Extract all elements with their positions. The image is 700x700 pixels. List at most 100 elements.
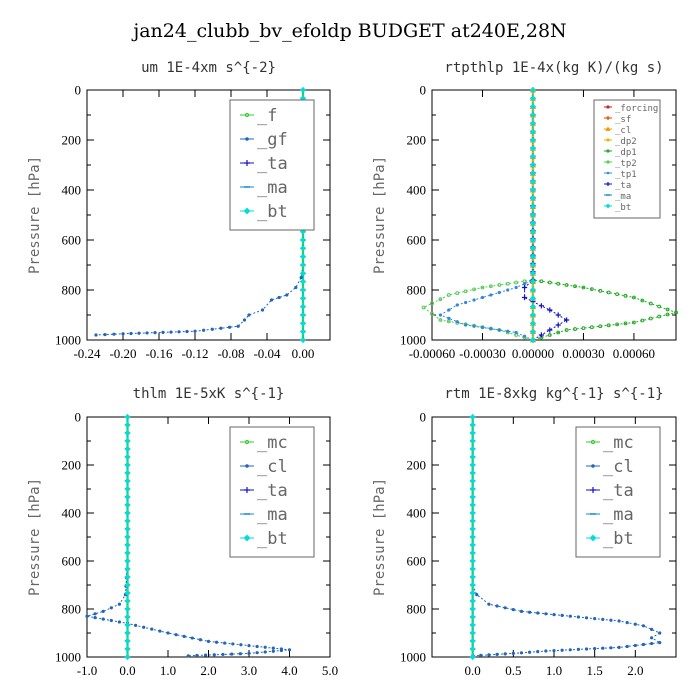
data-point (641, 624, 646, 628)
x-tick-label: 0.00 (292, 346, 315, 361)
data-point (555, 322, 561, 328)
data-point (674, 310, 678, 315)
data-point (124, 589, 131, 597)
data-point (547, 333, 552, 337)
data-point (469, 469, 476, 477)
data-point (186, 654, 190, 658)
data-point (544, 649, 548, 653)
data-point (536, 649, 540, 654)
data-point (455, 291, 460, 296)
data-point (94, 333, 98, 337)
data-point (124, 653, 131, 661)
data-point (137, 331, 141, 335)
data-point (236, 324, 240, 328)
data-point (514, 280, 519, 285)
legend-marker (606, 171, 610, 175)
data-point (469, 485, 476, 493)
data-point (469, 445, 476, 453)
data-point (124, 645, 131, 653)
legend-label: _tp2 (615, 159, 637, 169)
data-point (124, 429, 131, 437)
data-point (124, 581, 131, 589)
data-point (529, 295, 536, 302)
data-point (522, 334, 527, 338)
data-point (480, 285, 485, 290)
data-point (529, 161, 536, 169)
data-point (198, 638, 202, 642)
data-point (185, 329, 189, 334)
data-point (601, 646, 605, 650)
data-point (665, 312, 670, 317)
y-tick-label: 200 (407, 458, 427, 473)
legend-label: _bt (257, 202, 288, 222)
data-point (480, 325, 485, 330)
legend-marker (605, 126, 611, 131)
data-point (294, 285, 298, 290)
x-tick-label: -0.04 (253, 346, 281, 361)
data-point (299, 286, 307, 294)
data-point (121, 332, 125, 336)
legend-label: _bt (257, 529, 288, 549)
x-tick-label: 0.00060 (613, 346, 655, 361)
legend-label: _ma (257, 505, 288, 525)
chart-panel-2: rtpthlp 1E-4x(kg K)/(kg s) Pressure [hPa]… (372, 60, 678, 361)
y-tick-label: 400 (407, 183, 427, 198)
data-point (521, 294, 528, 301)
data-point (649, 636, 654, 640)
legend-marker (244, 439, 250, 445)
data-point (568, 614, 572, 618)
data-point (593, 646, 597, 651)
series-line (439, 90, 534, 341)
data-point (529, 320, 536, 327)
data-point (665, 307, 670, 312)
data-point (263, 650, 267, 654)
data-point (632, 295, 636, 300)
y-tick-label: 800 (62, 602, 82, 617)
legend-label: _ta (603, 481, 634, 501)
x-tick-label: 3.0 (241, 663, 257, 678)
data-point (529, 103, 536, 110)
data-point (649, 641, 654, 646)
data-point (469, 597, 476, 605)
data-point (657, 314, 662, 319)
data-point (529, 136, 536, 144)
data-point (617, 645, 621, 650)
x-tick-label: 4.0 (281, 663, 297, 678)
data-point (469, 653, 476, 661)
data-point (527, 610, 532, 614)
legend-marker (606, 116, 610, 120)
data-point (529, 336, 536, 344)
data-point (529, 86, 536, 94)
data-point (299, 295, 307, 302)
data-point (238, 652, 242, 656)
data-point (227, 325, 232, 329)
legend-marker (245, 137, 249, 141)
x-tick-label: 2.0 (627, 663, 643, 678)
data-point (529, 153, 536, 160)
data-point (166, 631, 170, 635)
data-point (446, 293, 451, 297)
data-point (153, 331, 157, 335)
legend-label: _dp2 (615, 137, 637, 147)
data-point (560, 613, 564, 618)
legend-box (575, 426, 661, 558)
data-point (206, 639, 211, 644)
data-point (556, 330, 561, 335)
legend-label: _ta (615, 181, 631, 191)
legend-label: _mc (257, 433, 288, 453)
x-tick-label: 2.0 (200, 663, 216, 678)
y-tick-label: 800 (62, 283, 82, 298)
data-point (174, 633, 178, 637)
x-tick-label: 5.0 (322, 663, 338, 678)
data-point (299, 253, 307, 260)
data-point (219, 326, 223, 330)
data-point (547, 327, 553, 333)
data-point (469, 437, 476, 445)
legend-marker (606, 182, 610, 186)
data-point (584, 616, 589, 620)
data-point (182, 634, 186, 638)
data-point (124, 413, 131, 421)
data-point (505, 281, 510, 286)
data-point (488, 284, 493, 289)
x-tick-label: -0.20 (109, 346, 136, 361)
